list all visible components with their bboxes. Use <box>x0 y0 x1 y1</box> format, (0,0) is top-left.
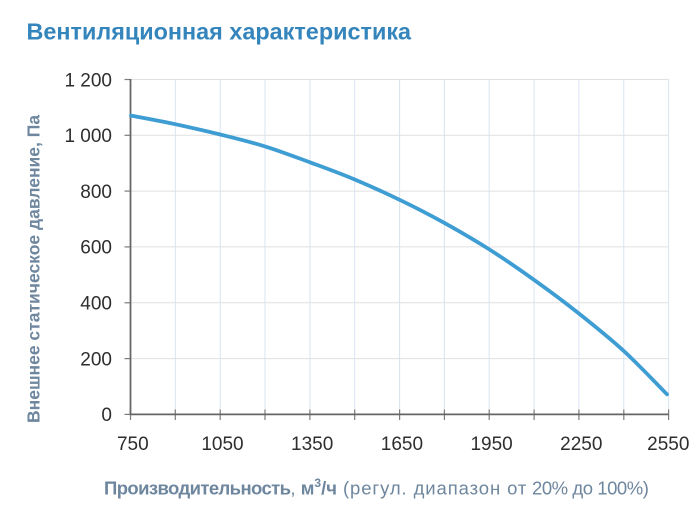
svg-text:Внешнее статическое давление,: Внешнее статическое давление, Па <box>24 115 44 423</box>
svg-text:1 000: 1 000 <box>64 126 112 147</box>
svg-text:800: 800 <box>80 182 112 203</box>
svg-text:600: 600 <box>80 238 112 259</box>
svg-text:1050: 1050 <box>201 434 243 455</box>
svg-text:0: 0 <box>101 405 112 426</box>
svg-text:1350: 1350 <box>291 434 333 455</box>
svg-text:400: 400 <box>80 294 112 315</box>
svg-text:2550: 2550 <box>647 434 689 455</box>
svg-text:200: 200 <box>80 349 112 370</box>
svg-text:Вентиляционная характеристика: Вентиляционная характеристика <box>27 19 413 45</box>
svg-text:Производительность, м3/ч (регу: Производительность, м3/ч (регул. диапазо… <box>104 476 649 499</box>
svg-text:1650: 1650 <box>381 434 423 455</box>
svg-text:750: 750 <box>117 434 149 455</box>
svg-text:1 200: 1 200 <box>64 70 112 91</box>
svg-text:2250: 2250 <box>560 434 602 455</box>
svg-text:1950: 1950 <box>470 434 512 455</box>
